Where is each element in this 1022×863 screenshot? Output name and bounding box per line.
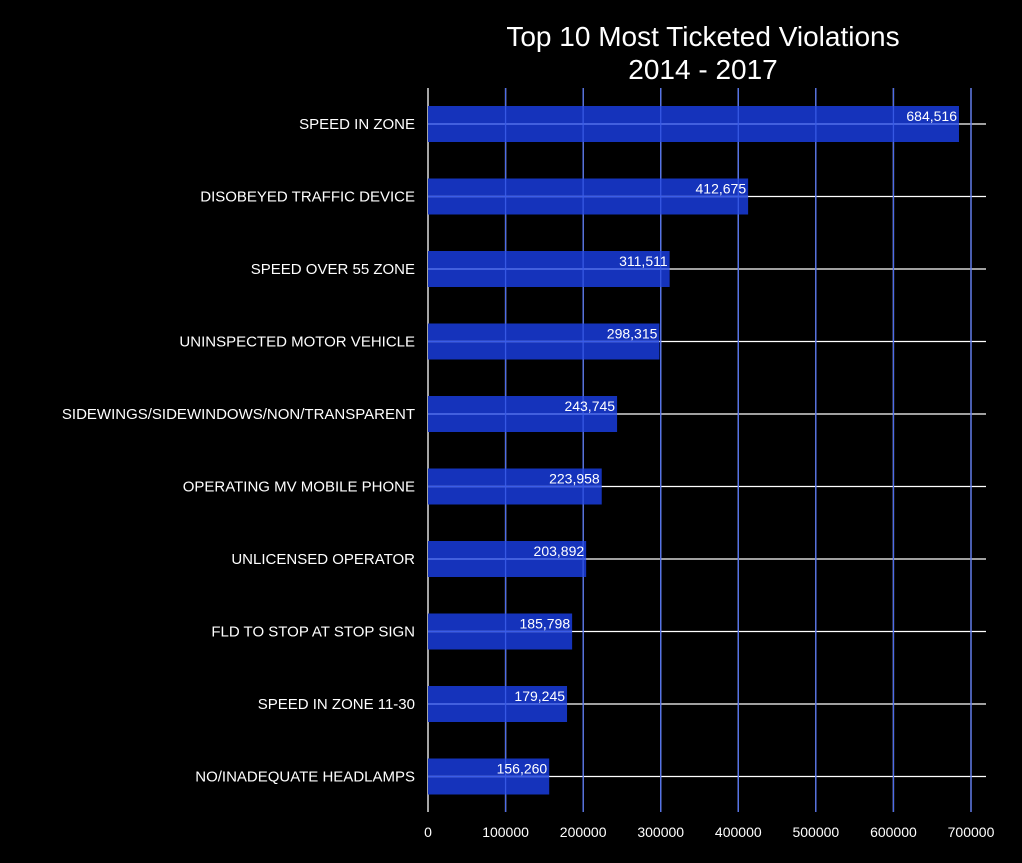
bar-value-label: 185,798 xyxy=(520,616,571,632)
category-label: SIDEWINGS/SIDEWINDOWS/NON/TRANSPARENT xyxy=(62,406,415,423)
bar-value-label: 156,260 xyxy=(497,761,548,777)
category-grid-lines xyxy=(428,88,986,812)
x-tick-label: 300000 xyxy=(637,824,684,840)
bar-value-label: 203,892 xyxy=(534,543,585,559)
x-tick-label: 0 xyxy=(424,824,432,840)
x-tick-label: 400000 xyxy=(715,824,762,840)
bar-value-label: 243,745 xyxy=(564,398,615,414)
x-tick-label: 600000 xyxy=(870,824,917,840)
bar-value-label: 311,511 xyxy=(619,253,668,269)
category-label: SPEED OVER 55 ZONE xyxy=(251,261,415,278)
category-label: OPERATING MV MOBILE PHONE xyxy=(183,479,415,496)
x-tick-label: 200000 xyxy=(560,824,607,840)
category-label: UNINSPECTED MOTOR VEHICLE xyxy=(179,334,415,351)
chart-title: Top 10 Most Ticketed Violations xyxy=(506,21,899,52)
category-label: DISOBEYED TRAFFIC DEVICE xyxy=(200,189,415,206)
category-label: UNLICENSED OPERATOR xyxy=(231,551,415,568)
x-tick-label: 100000 xyxy=(482,824,529,840)
category-label: NO/INADEQUATE HEADLAMPS xyxy=(195,769,415,786)
chart-subtitle: 2014 - 2017 xyxy=(628,54,777,85)
bar-value-label: 179,245 xyxy=(514,688,565,704)
category-label: FLD TO STOP AT STOP SIGN xyxy=(211,624,415,641)
chart-title-group: Top 10 Most Ticketed Violations 2014 - 2… xyxy=(506,21,899,85)
x-tick-label: 700000 xyxy=(948,824,995,840)
category-label: SPEED IN ZONE 11-30 xyxy=(258,696,415,713)
category-label: SPEED IN ZONE xyxy=(299,116,415,133)
bars xyxy=(428,106,959,795)
category-labels: SPEED IN ZONE DISOBEYED TRAFFIC DEVICE SPE… xyxy=(62,116,415,786)
bar-value-label: 298,315 xyxy=(607,326,658,342)
bar-value-label: 684,516 xyxy=(906,108,957,124)
bar-value-label: 412,675 xyxy=(696,181,747,197)
bar-value-label: 223,958 xyxy=(549,471,600,487)
x-tick-label: 500000 xyxy=(792,824,839,840)
data-labels: 684,516 412,675 311,511 298,315 243,745 223,9… xyxy=(497,108,958,777)
x-tick-labels: 0 100000 200000 300000 400000 500000 600000 700… xyxy=(424,824,994,840)
